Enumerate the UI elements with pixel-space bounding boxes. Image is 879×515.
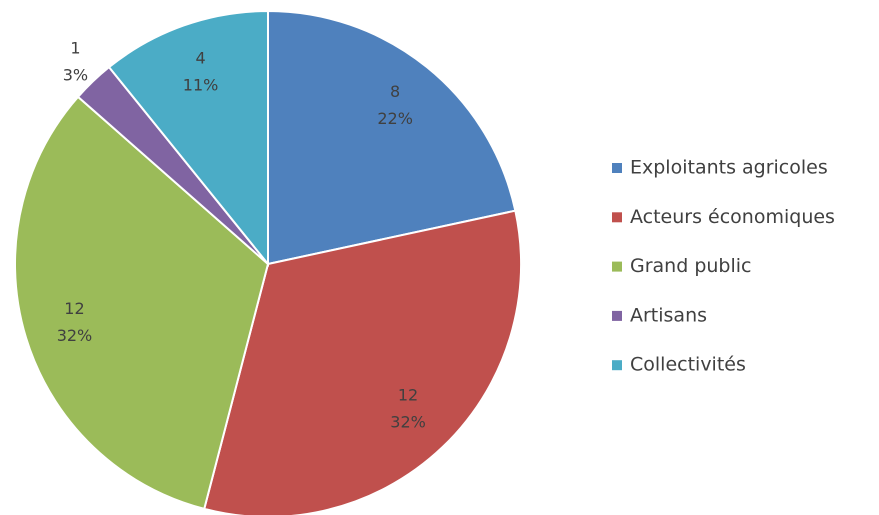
- legend-label: Grand public: [630, 255, 752, 277]
- legend-label: Collectivités: [630, 354, 746, 376]
- data-label-percent: 32%: [57, 326, 93, 345]
- data-label-percent: 22%: [377, 109, 413, 128]
- data-label-percent: 11%: [183, 76, 219, 95]
- legend-swatch: [612, 163, 622, 173]
- pie-slice: [14, 95, 270, 511]
- data-label: 12: [398, 386, 418, 405]
- data-label: 12: [64, 299, 84, 318]
- legend-swatch: [612, 212, 622, 223]
- legend-swatch: [612, 310, 622, 321]
- pie-slice: [203, 209, 522, 515]
- data-label: 4: [195, 49, 205, 68]
- legend-swatch: [612, 360, 622, 371]
- legend-label: Artisans: [630, 304, 707, 326]
- pie-slice: [267, 9, 517, 266]
- data-label: 8: [390, 82, 400, 101]
- legend-swatch: [612, 261, 622, 272]
- data-label: 1: [70, 39, 80, 58]
- data-label-percent: 32%: [390, 413, 426, 432]
- legend-label: Exploitants agricoles: [630, 157, 828, 179]
- pie-slice: [107, 9, 269, 267]
- legend-label: Acteurs économiques: [630, 206, 835, 228]
- data-label-percent: 3%: [63, 66, 88, 85]
